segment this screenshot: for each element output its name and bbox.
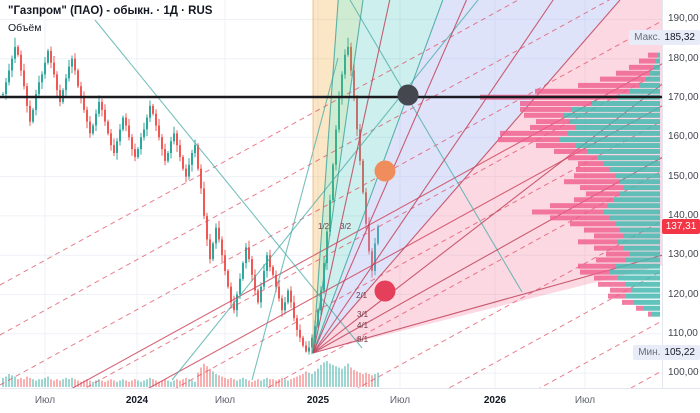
time-tick-label: Июл (214, 395, 236, 406)
candlestick-series (2, 37, 379, 355)
price-tick-label: 120,00 (668, 288, 699, 300)
price-axis[interactable]: 190,00 180,00 170,00 160,00 150,00 140,00 130,… (662, 0, 700, 388)
gann-zone-pink (313, 0, 662, 353)
price-tick-label: 160,00 (668, 131, 699, 143)
price-tick-label: 190,00 (668, 13, 699, 25)
min-label-value: 105,22 (664, 346, 695, 358)
target-dot-middle[interactable] (374, 160, 396, 182)
time-tick-label: Июл (574, 395, 596, 406)
price-tick-label: 130,00 (668, 249, 699, 261)
price-tick-label: 180,00 (668, 52, 699, 64)
time-tick-label: 2025 (306, 395, 330, 406)
svg-text:3/2: 3/2 (340, 222, 352, 231)
max-price-label: Макс. 185,32 (629, 29, 700, 45)
svg-text:3/1: 3/1 (357, 310, 369, 319)
price-tick-label: 150,00 (668, 170, 699, 182)
chart-legend: "Газпром" (ПАО) - обыкн. · 1Д · RUS Объё… (8, 4, 212, 35)
time-axis[interactable]: Июл 2024 Июл 2025 Июл 2026 Июл (0, 388, 700, 413)
symbol-title[interactable]: "Газпром" (ПАО) - обыкн. · 1Д · RUS (8, 5, 213, 17)
max-label-value: 185,32 (664, 31, 695, 43)
svg-text:8/1: 8/1 (357, 335, 369, 344)
current-price-label: 137,31 (662, 218, 700, 234)
target-dot-lower[interactable] (374, 280, 396, 302)
max-label-text: Макс. (634, 31, 661, 43)
svg-text:2/1: 2/1 (356, 291, 368, 300)
price-tick-label: 140,00 (668, 209, 699, 221)
price-tick-label: 100,00 (668, 367, 699, 379)
target-dot-upper[interactable] (397, 84, 419, 106)
min-label-text: Мин. (638, 346, 661, 358)
gann-fan-labels: 1/2 3/2 2/1 3/1 4/1 8/1 (318, 222, 369, 344)
svg-text:4/1: 4/1 (357, 321, 369, 330)
indicator-label[interactable]: Объём (8, 21, 42, 34)
volume-histogram (2, 361, 379, 387)
min-price-label: Мин. 105,22 (633, 344, 700, 360)
price-tick-label: 170,00 (668, 92, 699, 103)
time-tick-label: 2024 (125, 395, 149, 406)
price-tick-label: 110,00 (668, 327, 698, 339)
time-tick-label: Июл (34, 395, 56, 406)
current-price-value: 137,31 (665, 220, 697, 232)
time-tick-label: 2026 (483, 395, 507, 406)
time-tick-label: Июл (389, 395, 411, 406)
svg-text:1/2: 1/2 (318, 222, 330, 231)
